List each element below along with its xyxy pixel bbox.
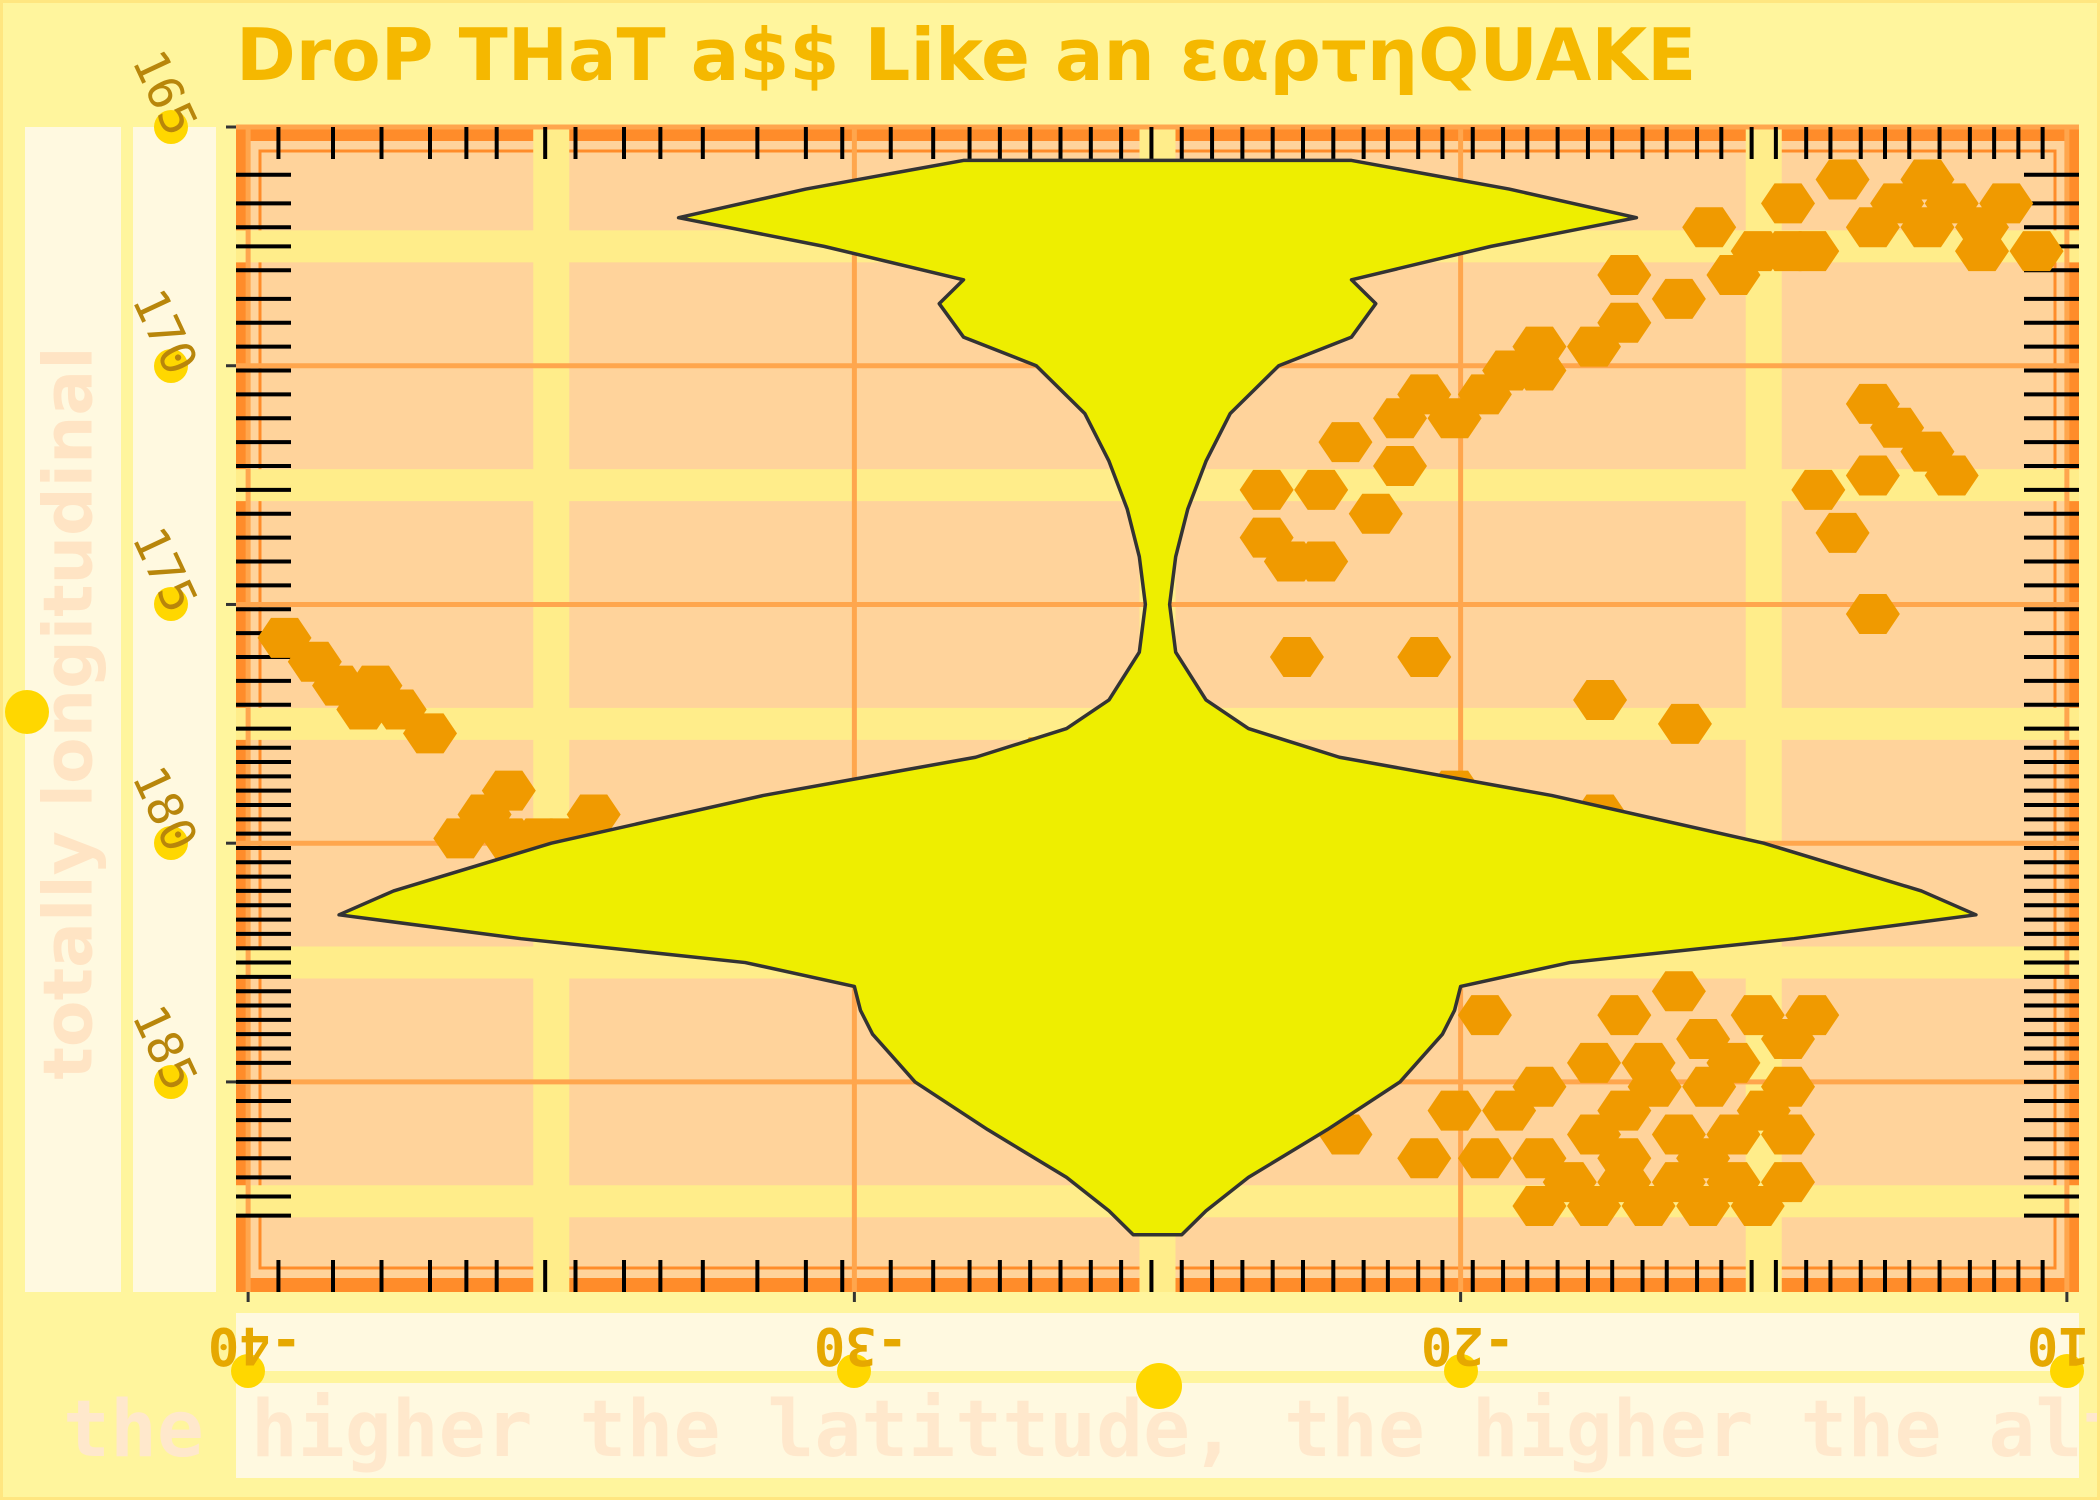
hexbin bbox=[1682, 207, 1737, 248]
hexbin bbox=[1785, 995, 1840, 1036]
x-tick-label: -10 bbox=[2026, 1315, 2097, 1375]
hexbin bbox=[2009, 231, 2064, 272]
hexbin bbox=[1482, 1090, 1537, 1131]
hexbin bbox=[1427, 1090, 1482, 1131]
chart-title: DroP THaT a$$ Like an εαρτηQUAKE bbox=[236, 13, 1697, 97]
y-tick-dot bbox=[154, 110, 188, 144]
hexbin bbox=[1621, 1042, 1676, 1083]
hexbin bbox=[1924, 183, 1979, 224]
hexbin bbox=[1815, 159, 1870, 200]
hexbin bbox=[1269, 636, 1324, 677]
x-tick-dot bbox=[231, 1354, 266, 1388]
hexbin bbox=[1397, 636, 1452, 677]
hexbin bbox=[1706, 1042, 1761, 1083]
x-tick-dot bbox=[837, 1354, 872, 1388]
hexbin bbox=[1397, 1138, 1452, 1179]
hexbin bbox=[433, 818, 488, 859]
hexbin bbox=[1651, 278, 1706, 319]
hexbin bbox=[1573, 679, 1628, 720]
hexbin bbox=[1761, 231, 1815, 272]
violin-shape bbox=[337, 158, 1978, 1237]
hexbin bbox=[1294, 541, 1349, 582]
hexbin bbox=[1761, 1114, 1815, 1155]
hexbin bbox=[1597, 302, 1652, 343]
hexbin bbox=[1294, 469, 1349, 510]
xtick-strip bbox=[236, 1313, 2079, 1371]
hexbin bbox=[1979, 183, 2034, 224]
hexbin bbox=[1512, 1186, 1567, 1227]
x-tick-label: -30 bbox=[814, 1315, 909, 1375]
hexbin bbox=[1239, 469, 1294, 510]
x-tick-dot bbox=[2049, 1354, 2084, 1388]
hexbin bbox=[1761, 183, 1815, 224]
hexbin bbox=[1373, 445, 1427, 486]
decorative-dot bbox=[5, 690, 49, 734]
x-axis-label: the higher the latittude, the higher the… bbox=[63, 1385, 2100, 1475]
hexbin bbox=[1676, 1186, 1731, 1227]
hexbin bbox=[1924, 455, 1979, 496]
hexbin bbox=[1597, 995, 1652, 1036]
hexbin bbox=[1397, 374, 1452, 415]
hexbin bbox=[336, 689, 391, 730]
y-tick-dot bbox=[154, 348, 188, 383]
hexbin bbox=[1730, 995, 1785, 1036]
hexbin bbox=[403, 713, 457, 754]
hexbin bbox=[1457, 1138, 1512, 1179]
hexbin bbox=[1791, 469, 1846, 510]
hexbin bbox=[1845, 594, 1900, 635]
hexbin bbox=[1815, 512, 1870, 553]
y-tick-dot bbox=[154, 587, 188, 622]
hexbin bbox=[1845, 455, 1900, 496]
x-tick-dot bbox=[1443, 1354, 1478, 1388]
hexbin bbox=[1512, 350, 1567, 391]
hexbin bbox=[1457, 995, 1512, 1036]
hexbin bbox=[1955, 231, 2009, 272]
hexbin bbox=[1597, 255, 1652, 296]
hexbin bbox=[1730, 1186, 1785, 1227]
hexbin bbox=[1761, 1066, 1815, 1107]
x-tick-label: -40 bbox=[208, 1315, 303, 1375]
hexbin bbox=[1567, 1042, 1621, 1083]
hexbin bbox=[1621, 1186, 1676, 1227]
hexbin bbox=[1318, 422, 1373, 463]
hexbin bbox=[1651, 971, 1706, 1012]
decorative-dot bbox=[1136, 1363, 1182, 1409]
hexbin bbox=[1657, 703, 1712, 744]
y-tick-dot bbox=[154, 1064, 188, 1099]
hexbin bbox=[1567, 1186, 1621, 1227]
hexbin bbox=[1348, 493, 1403, 534]
x-tick-label: -20 bbox=[1420, 1315, 1515, 1375]
y-tick-dot bbox=[154, 826, 188, 861]
plot-area bbox=[226, 124, 2079, 1302]
